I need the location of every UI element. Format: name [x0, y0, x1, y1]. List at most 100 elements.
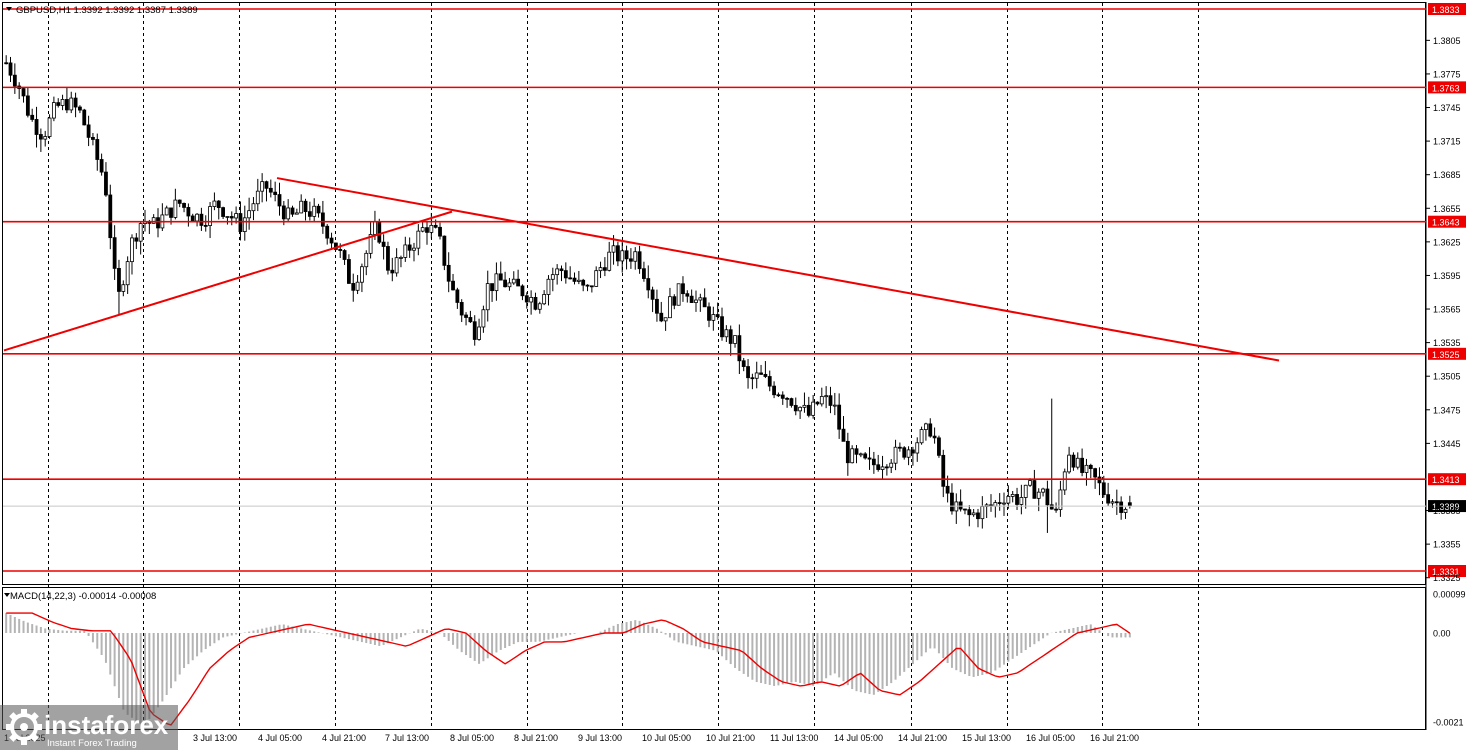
- candle-body: [190, 215, 195, 222]
- candle: [819, 387, 824, 407]
- candle-body: [980, 506, 985, 520]
- candle-body: [741, 360, 746, 367]
- candle: [1019, 484, 1024, 515]
- candle: [555, 264, 560, 285]
- candle: [993, 500, 998, 518]
- candle-body: [286, 207, 291, 220]
- level-lines: 1.3833 1.3763 1.3643 1.3525 1.3413 1.3331 1.33…: [3, 3, 1466, 577]
- candle-body: [602, 267, 607, 271]
- candle: [754, 361, 759, 389]
- vertical-grid: [48, 3, 1199, 729]
- candle: [876, 454, 881, 472]
- candle: [30, 108, 35, 122]
- candle: [195, 213, 199, 227]
- price-tick-label: 1.3775: [1433, 69, 1461, 79]
- price-tick-label: 1.3655: [1433, 204, 1461, 214]
- candle-body: [1054, 508, 1058, 511]
- candle: [60, 94, 65, 111]
- candle: [750, 373, 755, 390]
- candle-body: [203, 225, 208, 227]
- candle-body: [373, 221, 377, 235]
- candle-body: [889, 462, 894, 468]
- time-tick-label: 15 Jul 13:00: [962, 733, 1011, 743]
- candle-body: [559, 268, 564, 272]
- level-price-tag: [1428, 81, 1466, 94]
- candle-body: [416, 230, 421, 249]
- macd-label: MACD(14,22,3) -0.00014 -0.00008: [10, 591, 156, 602]
- candle-body: [229, 216, 234, 219]
- time-tick-label: 7 Jul 13:00: [385, 733, 429, 743]
- candle-body: [485, 283, 490, 311]
- candle-body: [242, 217, 247, 232]
- candle: [537, 301, 542, 314]
- candle-body: [681, 283, 685, 295]
- candle: [425, 222, 429, 245]
- candle: [69, 91, 74, 114]
- candle-body: [38, 134, 43, 140]
- candle: [164, 205, 169, 216]
- price-tick-label: 1.3715: [1433, 137, 1461, 147]
- candle: [73, 92, 78, 118]
- candle: [655, 289, 659, 322]
- candle: [468, 310, 473, 323]
- candle-body: [876, 464, 881, 470]
- candle-body: [82, 109, 87, 126]
- candle-body: [451, 280, 455, 291]
- candle: [850, 445, 855, 464]
- candle-body: [208, 206, 212, 226]
- candle-body: [950, 492, 954, 512]
- candle-body: [47, 117, 52, 137]
- candle: [78, 105, 82, 114]
- trend-line: [3, 210, 453, 352]
- candle: [576, 270, 581, 285]
- candle: [390, 257, 395, 282]
- collapse-triangle-icon[interactable]: [6, 7, 12, 11]
- candle: [229, 211, 234, 226]
- candle: [251, 197, 256, 221]
- candle-body: [746, 366, 750, 379]
- candle-body: [325, 225, 330, 239]
- candle-body: [221, 207, 225, 217]
- candle: [1093, 467, 1098, 489]
- candle: [490, 283, 494, 302]
- candle: [360, 263, 364, 293]
- candle: [642, 261, 646, 282]
- candle-body: [1019, 497, 1024, 505]
- candle-body: [676, 283, 681, 306]
- candle: [615, 241, 620, 267]
- candle-body: [199, 213, 204, 226]
- time-tick-label: 10 Jul 21:00: [706, 733, 755, 743]
- candle: [689, 289, 694, 303]
- level-price-tag: [1428, 3, 1466, 15]
- candle-body: [368, 234, 373, 254]
- candle-body: [806, 404, 811, 416]
- candle-body: [611, 245, 616, 253]
- candle-body: [351, 283, 356, 291]
- candle-body: [516, 278, 521, 287]
- candle: [156, 208, 160, 238]
- price-tick-label: 1.3685: [1433, 170, 1461, 180]
- macd-collapse-triangle-icon[interactable]: [4, 593, 10, 597]
- candle: [741, 357, 746, 372]
- candle-body: [438, 226, 442, 237]
- candle: [880, 455, 885, 479]
- candle-body: [477, 326, 481, 340]
- candle: [581, 278, 586, 292]
- candle-body: [65, 99, 69, 111]
- candle-body: [468, 317, 473, 323]
- candle-body: [672, 296, 677, 306]
- candle: [121, 280, 126, 297]
- candle-body: [863, 453, 868, 459]
- candle: [884, 464, 889, 476]
- time-tick-label: 8 Jul 21:00: [514, 733, 558, 743]
- candle-body: [837, 404, 842, 430]
- candle: [407, 237, 412, 258]
- candle-body: [785, 397, 789, 400]
- candle: [559, 265, 564, 282]
- time-tick-label: 9 Jul 13:00: [578, 733, 622, 743]
- candle: [945, 475, 950, 503]
- candle-body: [1075, 457, 1080, 468]
- macd-tick-label: 0.00: [1433, 629, 1451, 639]
